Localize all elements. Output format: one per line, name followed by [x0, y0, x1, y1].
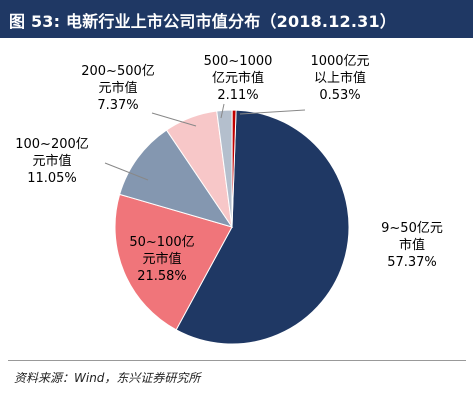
slice-label-line: 元市值	[98, 80, 137, 96]
leader-line	[220, 103, 225, 119]
slice-percent: 57.37%	[387, 255, 437, 270]
leader-line	[104, 162, 149, 181]
slice-label: 50~100亿元市值 21.58%	[129, 235, 194, 284]
title-bar: 图 53: 电新行业上市公司市值分布（2018.12.31）	[0, 0, 473, 38]
slice-percent: 11.05%	[27, 171, 77, 186]
slice-percent: 0.53%	[319, 88, 360, 103]
chart-title: 图 53: 电新行业上市公司市值分布（2018.12.31）	[9, 12, 397, 31]
pie-chart: 9~50亿元市值 57.37%50~100亿元市值 21.58%100~200亿元市…	[15, 54, 443, 345]
source-note: 资料来源：Wind，东兴证券研究所	[14, 371, 201, 385]
slice-label-line: 市值	[399, 237, 425, 253]
slice-label-line: 元市值	[142, 251, 181, 267]
slice-percent: 21.58%	[137, 269, 187, 284]
slice-label-line: 亿元市值	[212, 70, 264, 86]
slice-label-line: 500~1000	[204, 54, 273, 69]
pie-slice	[119, 129, 234, 228]
slice-percent: 7.37%	[97, 98, 138, 113]
slice-label: 1000亿元以上市值 0.53%	[310, 54, 369, 103]
slice-label-line: 50~100亿	[129, 235, 194, 250]
slice-label-line: 200~500亿	[81, 64, 155, 79]
slice-label: 100~200亿元市值 11.05%	[15, 137, 89, 186]
leader-line	[239, 109, 306, 115]
slice-label: 500~1000 亿元市值 2.11%	[204, 54, 273, 103]
slice-label: 200~500亿元市值 7.37%	[81, 64, 155, 113]
pie-slice	[175, 109, 350, 345]
slice-percent: 2.11%	[217, 88, 258, 103]
pie-slice	[114, 193, 233, 331]
slice-label-line: 元市值	[32, 153, 71, 169]
slice-label-line: 9~50亿元	[381, 221, 443, 236]
slice-label-line: 100~200亿	[15, 137, 89, 152]
divider-line	[8, 360, 466, 361]
slice-label-line: 以上市值	[314, 70, 366, 86]
leader-line	[151, 112, 197, 127]
slice-label-line: 1000亿元	[310, 54, 369, 69]
slice-label: 9~50亿元市值 57.37%	[381, 221, 443, 270]
pie-slice	[231, 109, 237, 228]
